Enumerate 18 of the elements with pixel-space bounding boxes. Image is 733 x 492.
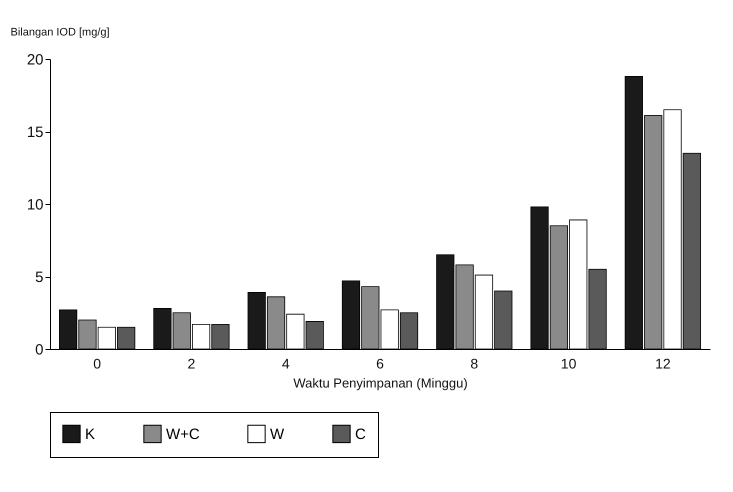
y-tick-label: 20: [26, 52, 44, 68]
y-tick-label: 15: [26, 124, 44, 141]
x-tick-label: 12: [655, 356, 671, 372]
x-tick-label: 10: [560, 356, 577, 372]
x-axis-title: Waktu Penyimpanan (Minggu): [293, 376, 468, 390]
y-tick-label: 5: [35, 269, 44, 286]
x-tick-label: 8: [470, 356, 478, 372]
y-axis-title: Bilangan IOD [mg/g]: [10, 26, 110, 38]
legend-label: W+C: [166, 426, 200, 443]
x-tick-label: 2: [188, 356, 196, 372]
legend-label: W: [270, 426, 285, 443]
y-tick-label: 10: [26, 196, 44, 214]
legend-label: C: [355, 426, 366, 443]
y-tick-label: 0: [35, 342, 44, 358]
x-tick-label: 0: [93, 356, 102, 372]
legend-label: K: [85, 426, 96, 443]
x-tick-label: 4: [282, 356, 290, 372]
x-tick-label: 6: [376, 356, 384, 372]
